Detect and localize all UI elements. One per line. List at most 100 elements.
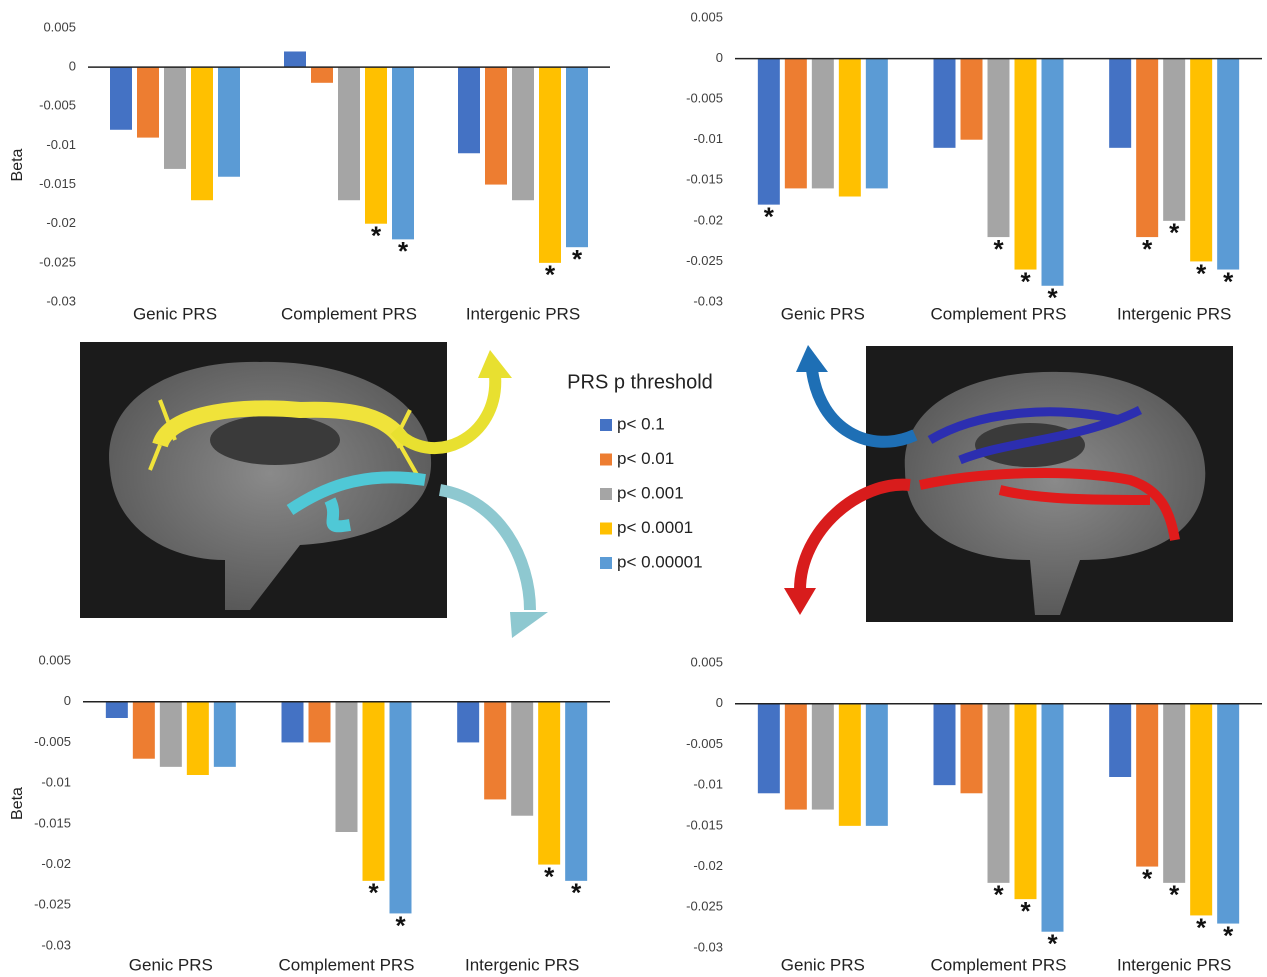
y-tick-label: -0.025 [39, 254, 76, 269]
y-tick-label: -0.01 [693, 131, 723, 146]
significance-marker: * [1020, 896, 1031, 926]
bar [934, 59, 956, 148]
significance-marker: * [395, 910, 406, 940]
bar [839, 704, 861, 826]
significance-marker: * [1142, 234, 1153, 264]
significance-marker: * [1169, 880, 1180, 910]
y-tick-label: -0.005 [34, 734, 71, 749]
bar [284, 51, 306, 67]
legend-swatch [600, 488, 612, 500]
bar [512, 67, 534, 200]
bar [363, 702, 385, 881]
y-axis-label: Beta [9, 148, 26, 181]
bar [392, 67, 414, 239]
x-tick-label: Genic PRS [133, 304, 217, 323]
bar [485, 67, 507, 184]
x-tick-label: Genic PRS [781, 304, 865, 323]
bar [1217, 704, 1239, 924]
y-tick-label: 0.005 [690, 9, 723, 24]
y-tick-label: -0.025 [686, 899, 723, 914]
bar [214, 702, 236, 767]
bar [1217, 59, 1239, 270]
x-tick-label: Intergenic PRS [465, 955, 579, 974]
x-tick-label: Complement PRS [281, 304, 417, 323]
y-tick-label: -0.02 [41, 856, 71, 871]
y-axis-label: Beta [9, 787, 26, 820]
bar [1190, 59, 1212, 262]
y-tick-label: -0.01 [41, 775, 71, 790]
x-tick-label: Intergenic PRS [466, 304, 580, 323]
bar [1190, 704, 1212, 916]
y-tick-label: -0.03 [693, 293, 723, 308]
bar [866, 59, 888, 189]
bar [988, 704, 1010, 883]
y-tick-label: -0.005 [39, 98, 76, 113]
bar [187, 702, 209, 775]
x-tick-label: Complement PRS [930, 304, 1066, 323]
legend-title: PRS p threshold [567, 371, 713, 393]
y-tick-label: -0.03 [41, 937, 71, 952]
bar [1163, 59, 1185, 221]
bar [137, 67, 159, 137]
legend-label: p< 0.00001 [617, 552, 703, 571]
significance-marker: * [368, 878, 379, 908]
y-tick-label: -0.005 [686, 736, 723, 751]
bar [309, 702, 331, 743]
bar [1136, 704, 1158, 867]
y-tick-label: 0 [716, 695, 723, 710]
y-tick-label: -0.02 [693, 212, 723, 227]
bar [106, 702, 128, 718]
significance-marker: * [544, 861, 555, 891]
legend-label: p< 0.0001 [617, 518, 693, 537]
y-tick-label: -0.03 [693, 939, 723, 954]
significance-marker: * [398, 236, 409, 266]
bar [1015, 59, 1037, 270]
y-tick-label: -0.025 [686, 253, 723, 268]
y-tick-label: -0.015 [686, 172, 723, 187]
bar [1015, 704, 1037, 899]
bar [282, 702, 304, 743]
bar [812, 704, 834, 810]
bar [457, 702, 479, 743]
bar [785, 59, 807, 189]
significance-marker: * [1047, 283, 1058, 313]
y-tick-label: 0 [69, 59, 76, 74]
legend-label: p< 0.1 [617, 414, 665, 433]
bar [1136, 59, 1158, 238]
bar [390, 702, 412, 914]
significance-marker: * [1169, 218, 1180, 248]
bar [338, 67, 360, 200]
legend-swatch [600, 454, 612, 466]
significance-marker: * [1142, 863, 1153, 893]
bar [110, 67, 132, 130]
significance-marker: * [993, 234, 1004, 264]
legend-swatch [600, 523, 612, 535]
bar [961, 704, 983, 794]
y-tick-label: -0.01 [46, 137, 76, 152]
x-tick-label: Intergenic PRS [1117, 955, 1231, 974]
x-tick-label: Intergenic PRS [1117, 304, 1231, 323]
y-tick-label: -0.005 [686, 91, 723, 106]
bar [785, 704, 807, 810]
significance-marker: * [1196, 912, 1207, 942]
bar [336, 702, 358, 832]
bar [934, 704, 956, 785]
significance-marker: * [1223, 266, 1234, 296]
significance-marker: * [1223, 920, 1234, 950]
brain-image-right [866, 346, 1233, 622]
bar [1042, 59, 1064, 286]
bar [191, 67, 213, 200]
significance-marker: * [764, 202, 775, 232]
bar [539, 67, 561, 263]
bar [484, 702, 506, 800]
y-tick-label: -0.015 [686, 817, 723, 832]
significance-marker: * [371, 221, 382, 251]
bar [511, 702, 533, 816]
bar [538, 702, 560, 865]
y-tick-label: 0.005 [38, 652, 71, 667]
bar [133, 702, 155, 759]
significance-marker: * [993, 880, 1004, 910]
significance-marker: * [1047, 929, 1058, 959]
brain-image-left [80, 342, 447, 618]
bar [565, 702, 587, 881]
